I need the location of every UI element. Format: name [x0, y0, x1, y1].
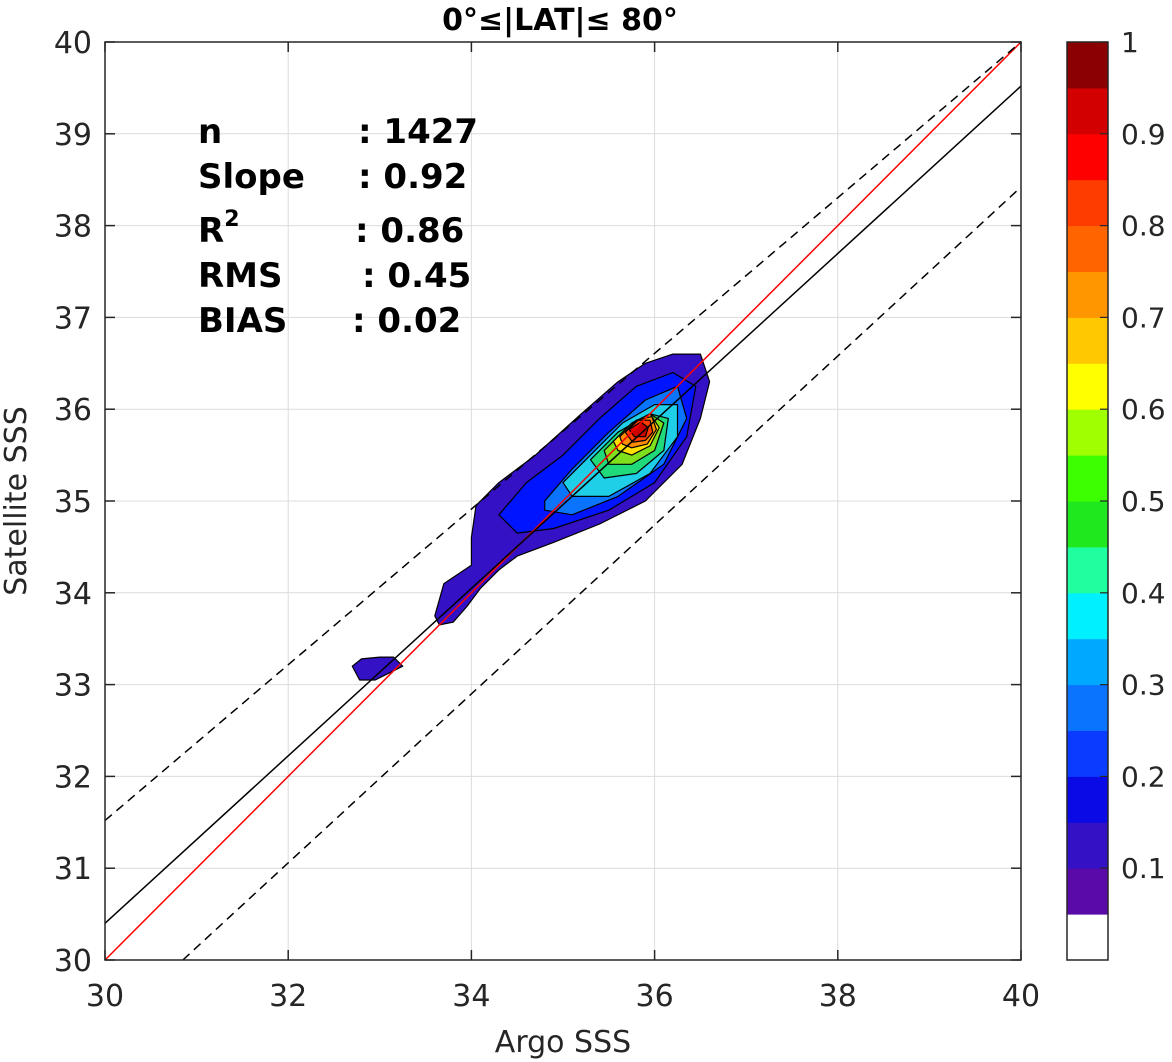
y-tick-label: 34: [54, 577, 92, 612]
colorbar-swatch: [1067, 868, 1108, 915]
stat-value: : 0.86: [355, 211, 464, 251]
y-tick-label: 37: [54, 301, 92, 336]
stat-label: n: [198, 112, 222, 152]
stat-label: R2: [198, 207, 240, 251]
colorbar-swatch: [1067, 638, 1108, 686]
y-tick-label: 30: [54, 944, 92, 979]
regression-line: [105, 85, 1021, 924]
colorbar-tick-label: 0.4: [1121, 577, 1166, 610]
colorbar-swatch: [1067, 730, 1108, 777]
colorbar-swatch: [1067, 87, 1108, 135]
colorbar-tick-label: 1: [1121, 26, 1139, 59]
stat-label: Slope: [198, 157, 305, 197]
stat-label: RMS: [198, 256, 283, 296]
colorbar-swatch: [1067, 225, 1108, 272]
x-tick-label: 34: [452, 979, 490, 1014]
colorbar-swatch: [1067, 363, 1108, 410]
stats-box: n : 1427 Slope : 0.92 R2 : 0.86 RMS : 0.45 BIAS:…: [198, 112, 478, 341]
stat-value: : 1427: [358, 112, 478, 152]
colorbar-tick-label: 0.7: [1121, 301, 1166, 334]
x-tick-label: 32: [269, 979, 307, 1014]
colorbar-swatch: [1067, 822, 1108, 869]
y-tick-label: 32: [54, 760, 92, 795]
colorbar-swatch: [1067, 317, 1108, 364]
colorbar-swatch: [1067, 501, 1108, 548]
axis-ticks: 30 32 34 36 38 40 30 31 32 33 34 35 36 37 38 39 40: [54, 26, 1040, 1014]
colorbar-tick-label: 0.3: [1121, 669, 1166, 702]
colorbar-tick-label: 0.6: [1121, 393, 1166, 426]
lower-bound-line: [182, 186, 1021, 960]
colorbar-swatch: [1067, 133, 1108, 181]
colorbar-swatch: [1067, 179, 1108, 227]
reference-lines: [105, 42, 1021, 960]
colorbar-swatch: [1067, 592, 1108, 640]
colorbar-swatch: [1067, 684, 1108, 731]
x-tick-label: 30: [86, 979, 124, 1014]
y-tick-label: 36: [54, 393, 92, 428]
colorbar-tick-label: 0.9: [1121, 118, 1166, 151]
y-tick-label: 33: [54, 669, 92, 704]
stat-value: : 0.92: [358, 157, 467, 197]
chart-title: 0°≤|LAT|≤ 80°: [442, 3, 678, 38]
stat-value: : 0.45: [362, 256, 471, 296]
stat-value: : 0.02: [352, 301, 461, 341]
y-tick-label: 40: [54, 26, 92, 61]
y-tick-label: 38: [54, 210, 92, 245]
x-axis-label: Argo SSS: [495, 1025, 631, 1060]
y-tick-label: 31: [54, 852, 92, 887]
x-tick-label: 38: [819, 979, 857, 1014]
contour-level: [628, 421, 649, 438]
colorbar-tick-label: 0.1: [1121, 852, 1166, 885]
colorbar-swatch: [1067, 776, 1108, 823]
colorbar-swatch: [1067, 409, 1108, 456]
colorbar-tick-label: 0.5: [1121, 485, 1166, 518]
colorbar-tick-label: 0.8: [1121, 210, 1166, 243]
y-tick-label: 39: [54, 118, 92, 153]
one-to-one-line: [105, 42, 1021, 960]
colorbar-swatch: [1067, 546, 1108, 594]
colorbar-swatch: [1067, 914, 1108, 961]
colorbar-swatch: [1067, 455, 1108, 502]
colorbar-tick-label: 0.2: [1121, 760, 1166, 793]
y-axis-label: Satellite SSS: [0, 406, 34, 596]
upper-bound-line: [105, 42, 1021, 822]
stat-label: BIAS: [198, 301, 287, 341]
colorbar-swatch: [1067, 271, 1108, 318]
y-tick-label: 35: [54, 485, 92, 520]
contour-plot: [351, 353, 711, 681]
stat-superscript: 2: [224, 207, 239, 232]
x-tick-label: 40: [1002, 979, 1040, 1014]
colorbar-swatch: [1067, 42, 1108, 89]
x-tick-label: 36: [636, 979, 674, 1014]
colorbar: 0.1 0.2 0.3 0.4 0.5 0.6 0.7 0.8 0.9 1: [1066, 26, 1166, 961]
